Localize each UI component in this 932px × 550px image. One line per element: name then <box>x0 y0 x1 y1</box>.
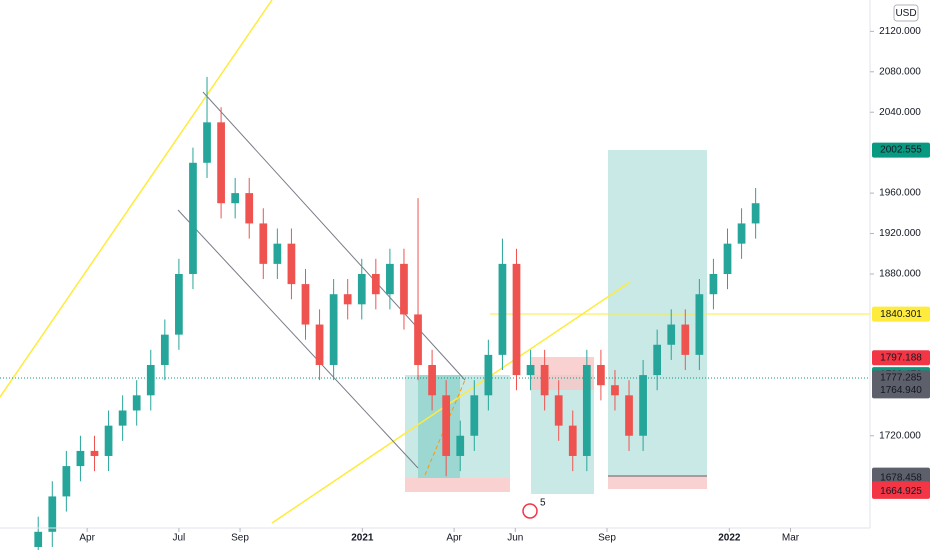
candle-body <box>597 364 605 386</box>
candle-body <box>414 314 422 365</box>
x-tick-label: 2021 <box>351 533 374 544</box>
price-label: 1664.925 <box>880 486 922 497</box>
price-label: 1777.285 <box>880 372 922 383</box>
candle-body <box>132 395 141 411</box>
candle-body <box>231 193 240 204</box>
x-tick-label: Sep <box>598 533 616 544</box>
price-label: 1840.301 <box>880 309 922 320</box>
candle-body <box>582 364 591 456</box>
x-tick-label: Jul <box>172 533 185 544</box>
candle-body <box>540 364 549 396</box>
candle-body <box>751 203 760 224</box>
candle-body <box>428 364 436 396</box>
x-tick-label: Apr <box>446 533 462 544</box>
candle-body <box>76 450 85 467</box>
x-tick-label: Jun <box>507 533 523 544</box>
long-position-loss <box>405 478 510 492</box>
long-position-loss <box>608 476 707 489</box>
y-tick-label: 1720.000 <box>879 430 921 441</box>
trend-line <box>271 281 631 524</box>
channel-line <box>177 209 419 469</box>
candle-body <box>175 273 183 335</box>
candle-body <box>104 425 113 456</box>
y-tick-label: 2080.000 <box>879 66 921 77</box>
candle-body <box>512 263 521 376</box>
candle-body <box>400 263 408 315</box>
currency[interactable]: USD <box>895 8 916 19</box>
currency-box[interactable] <box>893 4 919 22</box>
x-tick-label: Sep <box>231 533 249 544</box>
candle-body <box>315 324 324 365</box>
price-label-bg <box>872 142 930 158</box>
long-position-profit <box>608 150 707 476</box>
candle-body <box>568 425 577 456</box>
candle-body <box>386 263 394 295</box>
y-tick-label: 2120.000 <box>879 26 921 37</box>
alert-icon[interactable] <box>522 503 538 519</box>
candle-body <box>498 263 507 355</box>
candle-body <box>681 324 690 355</box>
candle-body <box>653 344 662 376</box>
candle-body <box>470 395 479 436</box>
price-label-bg <box>872 483 930 499</box>
candles <box>34 76 760 550</box>
price-label: 1797.188 <box>880 352 922 363</box>
candle-body <box>287 243 296 285</box>
alert-count[interactable]: 5 <box>540 498 546 509</box>
candle-body <box>160 334 169 365</box>
candle-body <box>90 450 99 456</box>
candle-body <box>371 273 380 295</box>
candle-body <box>273 243 282 264</box>
x-tick-label: 2022 <box>718 533 741 544</box>
trend-line <box>0 0 273 398</box>
candle-body <box>554 395 563 426</box>
candle-body <box>667 324 676 345</box>
price-label-bg <box>872 306 930 322</box>
candle-body <box>639 375 647 436</box>
price-label: 2002.555 <box>880 145 922 156</box>
y-tick-label: 2040.000 <box>879 107 921 118</box>
candle-body <box>259 223 268 264</box>
candle-body <box>611 385 619 396</box>
candle-body <box>189 162 197 274</box>
x-tick-label: Mar <box>782 533 800 544</box>
candle-body <box>146 364 155 396</box>
candle-body <box>343 294 352 305</box>
candle-body <box>484 354 493 396</box>
candle-body <box>357 273 366 305</box>
y-tick-label: 1880.000 <box>879 269 921 280</box>
long-position-active <box>418 375 460 478</box>
price-label: 1764.940 <box>880 385 922 396</box>
candle-body <box>442 395 451 456</box>
candle-body <box>456 435 465 456</box>
candle-body <box>48 496 57 532</box>
candle-body <box>737 223 746 244</box>
candle-body <box>34 531 43 547</box>
candle-body <box>625 395 633 436</box>
candle-body <box>62 466 71 497</box>
candle-body <box>526 364 535 376</box>
x-tick-label: Apr <box>79 533 95 544</box>
candle-body <box>709 273 718 295</box>
price-label-bg <box>872 350 930 366</box>
candle-body <box>118 410 127 426</box>
drawings <box>0 0 870 524</box>
price-label-bg <box>872 382 930 398</box>
candle-body <box>723 243 732 274</box>
candle-body <box>695 294 704 355</box>
candle-body <box>203 122 211 163</box>
candle-body <box>329 294 338 365</box>
y-tick-label: 1960.000 <box>879 188 921 199</box>
y-tick-label: 1920.000 <box>879 228 921 239</box>
candle-body <box>217 122 225 204</box>
candle-body <box>301 284 310 325</box>
candle-body <box>245 193 254 224</box>
price-label: 1678.458 <box>880 472 922 483</box>
